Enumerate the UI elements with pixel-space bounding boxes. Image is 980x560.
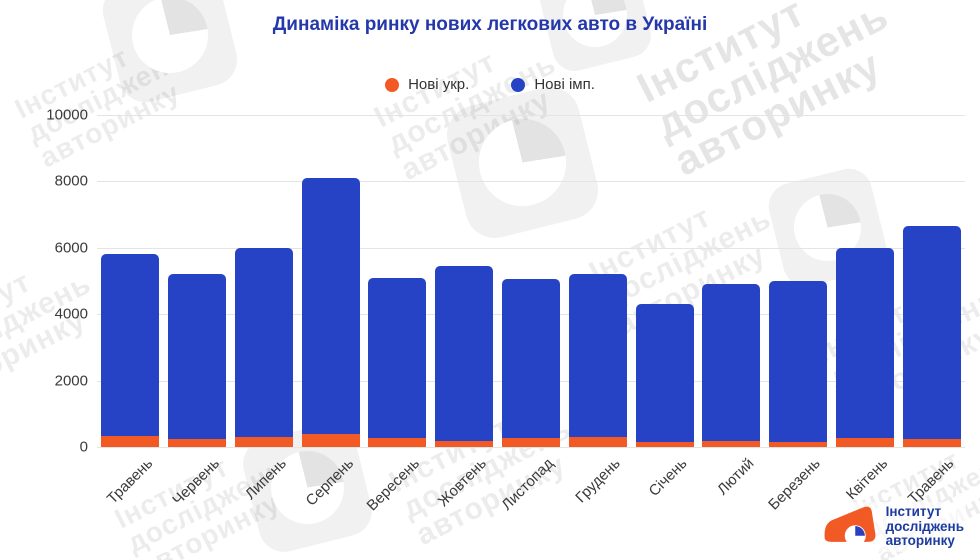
bar-stack — [101, 254, 160, 447]
y-axis-tick-2000: 2000 — [54, 372, 88, 390]
bar-segment-ukrainian — [501, 437, 560, 447]
x-axis-label-6: Жовтень — [435, 455, 491, 511]
bar-segment-imported — [702, 284, 761, 442]
bar-segment-ukrainian — [234, 437, 293, 447]
x-axis-label-8: Грудень — [572, 455, 624, 507]
legend-swatch-ukr-icon — [385, 77, 400, 92]
bar-group-13: Травень — [898, 115, 965, 508]
bar-stack — [368, 277, 427, 447]
bar-segment-ukrainian — [368, 438, 427, 447]
brand-logo-text: Інститут досліджень авторинку — [886, 505, 964, 549]
y-axis-tick-8000: 8000 — [54, 172, 88, 190]
bar-stack — [769, 281, 828, 447]
bar-segment-imported — [835, 247, 894, 439]
x-axis-label-12: Квітень — [842, 455, 891, 504]
x-axis-label-3: Липень — [242, 455, 290, 503]
y-axis-tick-4000: 4000 — [54, 305, 88, 323]
bar-segment-imported — [234, 247, 293, 438]
bar-segment-imported — [568, 274, 627, 437]
bar-group-7: Листопад — [498, 115, 565, 514]
bar-stack — [234, 247, 293, 447]
bar-segment-imported — [501, 279, 560, 438]
bar-stack — [635, 304, 694, 447]
bar-group-3: Липень — [231, 115, 298, 503]
x-axis-label-11: Березень — [765, 455, 825, 514]
bar-group-9: Січень — [631, 115, 698, 500]
y-axis-tick-10000: 10000 — [46, 106, 88, 124]
brand-logo: Інститут досліджень авторинку — [819, 502, 966, 552]
x-axis-label-4: Серпень — [302, 455, 357, 510]
bar-segment-imported — [635, 304, 694, 443]
x-axis-label-10: Лютий — [713, 455, 758, 499]
bar-segment-imported — [435, 266, 494, 441]
bar-segment-ukrainian — [435, 440, 494, 447]
bar-group-10: Лютий — [698, 115, 765, 498]
bar-stack — [902, 226, 961, 447]
bar-segment-imported — [902, 226, 961, 440]
bar-series: Травень Червень Липень Серпень Вересень Жовте… — [97, 115, 965, 514]
bar-group-2: Червень — [164, 115, 231, 509]
bar-segment-ukrainian — [702, 441, 761, 447]
bar-segment-ukrainian — [635, 442, 694, 447]
bar-group-1: Травень — [97, 115, 164, 508]
x-axis-label-13: Травень — [905, 455, 958, 508]
bar-segment-imported — [368, 277, 427, 439]
legend-item-new-ukr: Нові укр. — [385, 76, 469, 93]
bar-stack — [168, 274, 227, 447]
legend-item-new-imp: Нові імп. — [511, 76, 595, 93]
y-axis-tick-6000: 6000 — [54, 239, 88, 257]
brand-line-1: Інститут — [885, 504, 942, 520]
bar-stack — [301, 178, 360, 447]
bar-group-6: Жовтень — [431, 115, 498, 510]
brand-line-2: досліджень — [885, 518, 964, 534]
legend-label-new-ukr: Нові укр. — [408, 76, 470, 93]
gridline-6000 — [97, 247, 965, 249]
bar-segment-ukrainian — [769, 441, 828, 447]
y-axis-tick-0: 0 — [79, 438, 88, 456]
bar-segment-imported — [769, 281, 828, 442]
brand-line-3: авторинку — [885, 533, 955, 549]
bar-segment-ukrainian — [902, 439, 961, 447]
bar-stack — [501, 279, 560, 447]
bar-group-5: Вересень — [364, 115, 431, 514]
x-axis-label-1: Травень — [103, 455, 157, 508]
bar-segment-ukrainian — [168, 438, 227, 447]
legend-swatch-imp-icon — [511, 77, 526, 92]
bar-segment-imported — [101, 254, 160, 437]
bar-group-11: Березень — [765, 115, 832, 513]
bar-segment-imported — [168, 274, 227, 439]
chart-title: Динаміка ринку нових легкових авто в Укр… — [272, 14, 708, 35]
legend: Нові укр. Нові імп. — [0, 76, 980, 93]
x-axis-label-5: Вересень — [364, 455, 424, 515]
logo-car-icon — [824, 506, 876, 547]
bar-segment-ukrainian — [835, 438, 894, 447]
bar-stack — [435, 266, 494, 447]
bar-group-4: Серпень — [297, 115, 364, 510]
bar-segment-ukrainian — [301, 433, 360, 447]
bar-segment-ukrainian — [101, 436, 160, 447]
bar-group-8: Грудень — [564, 115, 631, 506]
bar-stack — [835, 247, 894, 447]
x-axis-label-2: Червень — [169, 455, 224, 509]
gridline-0 — [97, 447, 965, 448]
x-axis-label-9: Січень — [645, 455, 691, 500]
bar-stack — [568, 274, 627, 447]
legend-label-new-imp: Нові імп. — [534, 76, 595, 93]
x-axis-label-7: Листопад — [498, 455, 558, 514]
bar-group-12: Квітень — [831, 115, 898, 503]
bar-segment-ukrainian — [568, 436, 627, 447]
bar-stack — [702, 284, 761, 447]
bar-segment-imported — [301, 178, 360, 434]
